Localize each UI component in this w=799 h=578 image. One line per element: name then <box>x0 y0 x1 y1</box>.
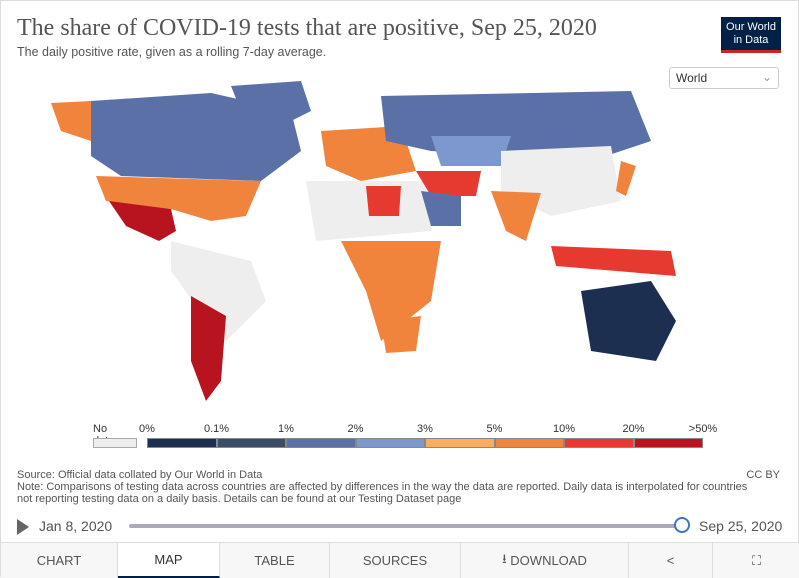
region-select[interactable]: World ⌄ <box>669 67 779 89</box>
fullscreen-button[interactable]: ⛶ <box>713 543 799 578</box>
share-icon: < <box>666 553 675 568</box>
legend-bin[interactable] <box>355 438 425 448</box>
legend-bin[interactable] <box>564 438 634 448</box>
owid-logo[interactable]: Our World in Data <box>721 17 781 53</box>
tab-sources[interactable]: SOURCES <box>330 543 461 578</box>
map-libya[interactable] <box>366 186 401 216</box>
legend-tick: 0% <box>139 423 155 435</box>
legend-no-data-swatch <box>93 438 137 448</box>
license[interactable]: CC BY <box>746 469 780 481</box>
timeline-track[interactable] <box>129 524 684 528</box>
map-argentina-chile[interactable] <box>191 296 226 401</box>
tab-download[interactable]: ⭳ DOWNLOAD <box>461 543 629 578</box>
map-alaska[interactable] <box>51 101 91 141</box>
legend-bin[interactable] <box>216 438 286 448</box>
tab-chart[interactable]: CHART <box>1 543 118 578</box>
bottom-tabs: CHART MAP TABLE SOURCES ⭳ DOWNLOAD < ⛶ <box>1 542 799 578</box>
map-mexico[interactable] <box>109 201 176 241</box>
map-south-america-north[interactable] <box>171 241 266 341</box>
timeline-handle[interactable] <box>674 517 690 533</box>
legend-tick: 20% <box>622 423 645 435</box>
map-saudi[interactable] <box>421 191 461 226</box>
source-text: Source: Official data collated by Our Wo… <box>17 469 263 481</box>
note-text: Note: Comparisons of testing data across… <box>17 481 748 505</box>
fullscreen-icon: ⛶ <box>751 552 762 568</box>
tab-map[interactable]: MAP <box>118 543 220 578</box>
play-icon[interactable] <box>17 519 29 535</box>
chart-title: The share of COVID-19 tests that are pos… <box>17 15 597 41</box>
map-indonesia[interactable] <box>551 246 676 276</box>
map-kazakhstan[interactable] <box>431 136 511 166</box>
tab-table[interactable]: TABLE <box>220 543 330 578</box>
chart-subtitle: The daily positive rate, given as a roll… <box>17 45 327 59</box>
share-button[interactable]: < <box>629 543 713 578</box>
map-south-africa[interactable] <box>381 316 421 353</box>
legend-tick: 1% <box>278 423 294 435</box>
timeline-start: Jan 8, 2020 <box>39 518 113 534</box>
map-japan[interactable] <box>616 161 636 196</box>
map-australia[interactable] <box>581 281 676 361</box>
legend-tick: 0.1% <box>203 423 230 435</box>
timeline: Jan 8, 2020 Sep 25, 2020 <box>1 515 799 537</box>
legend-tick: 10% <box>552 423 576 435</box>
map-middle-east[interactable] <box>416 171 481 196</box>
map-usa[interactable] <box>96 176 261 221</box>
legend-tick: 2% <box>347 423 364 435</box>
map-india[interactable] <box>491 191 541 241</box>
legend-tick: 5% <box>486 423 503 435</box>
legend-bin[interactable] <box>286 438 356 448</box>
legend-bin[interactable] <box>633 438 703 448</box>
legend-bin[interactable] <box>147 438 217 448</box>
download-label: DOWNLOAD <box>510 553 587 568</box>
map-greenland[interactable] <box>231 81 311 131</box>
legend-tick: 3% <box>417 423 433 435</box>
download-icon: ⭳ <box>502 550 511 566</box>
legend-bin[interactable] <box>494 438 564 448</box>
world-map[interactable] <box>31 81 711 411</box>
chevron-down-icon: ⌄ <box>761 70 772 84</box>
region-select-value: World <box>676 71 708 85</box>
timeline-end: Sep 25, 2020 <box>699 518 783 534</box>
legend-bin[interactable] <box>425 438 495 448</box>
map-central-africa[interactable] <box>341 241 441 341</box>
source-note: Source: Official data collated by Our Wo… <box>17 469 757 505</box>
legend-tick: >50% <box>688 423 718 435</box>
